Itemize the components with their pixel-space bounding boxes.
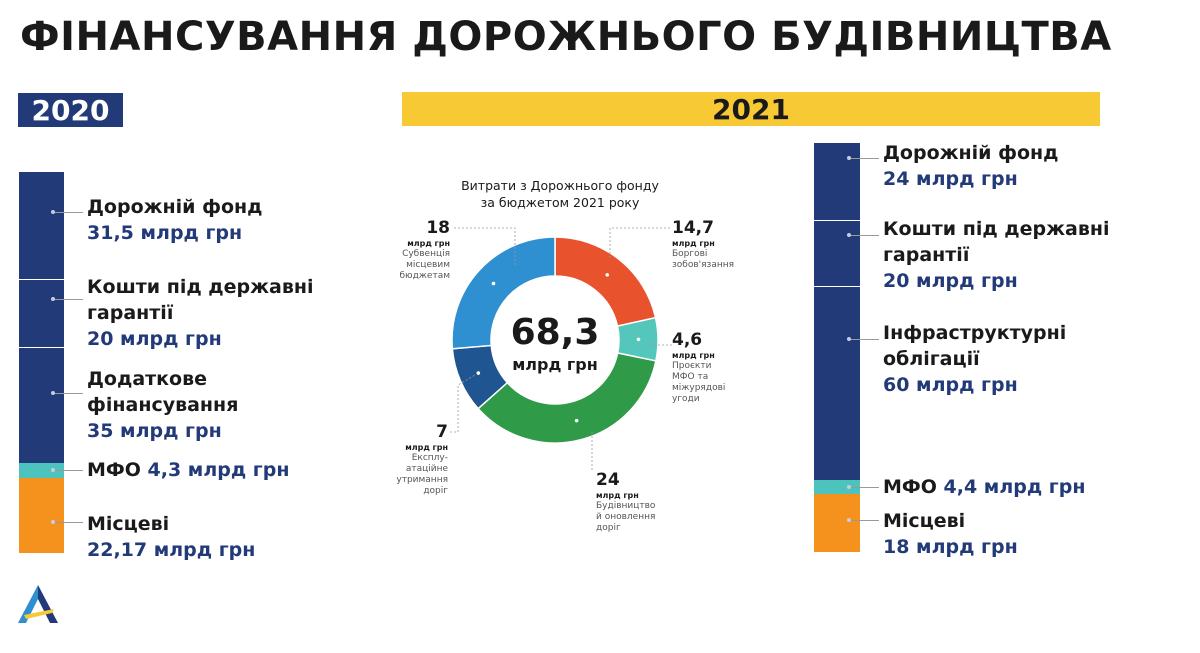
bar-2020-segment-road-fund xyxy=(19,172,64,279)
annotation-local-subvention: 18 млрд грн Субвенція місцевим бюджетам xyxy=(399,218,450,281)
donut-slice-marker xyxy=(476,371,481,375)
bar-2020-segment-state-guarantees xyxy=(19,279,64,347)
bar-2020-segment-local xyxy=(19,478,64,553)
donut-total-unit: млрд грн xyxy=(512,355,598,374)
annotation-ifi-projects: 4,6 млрд грн Проєкти МФО та міжурядові у… xyxy=(672,330,726,404)
annotation-construction: 24 млрд грн Будівництво й оновлення дорі… xyxy=(596,470,656,533)
label-2021-road-fund: Дорожній фонд 24 млрд грн xyxy=(883,142,1059,190)
label-2021-local: Місцеві 18 млрд грн xyxy=(883,510,1018,558)
annotation-leader-line xyxy=(609,227,670,260)
donut-slice-marker xyxy=(574,418,579,423)
label-2021-ifi: МФО 4,4 млрд грн xyxy=(883,476,1086,498)
bar-2021-segment-state-guarantees xyxy=(814,220,860,286)
bar-2021-segment-road-fund xyxy=(814,143,860,220)
label-2020-state-guarantees: Кошти під державні гарантії 20 млрд грн xyxy=(87,276,314,350)
donut-chart xyxy=(450,227,672,470)
label-2020-road-fund: Дорожній фонд 31,5 млрд грн xyxy=(87,196,263,244)
donut-slice-construction xyxy=(477,352,657,444)
bar-2021-segment-infra-bonds xyxy=(814,286,860,480)
donut-slice-marker xyxy=(491,281,496,286)
page-title: ФІНАНСУВАННЯ ДОРОЖНЬОГО БУДІВНИЦТВА xyxy=(20,14,1112,60)
year-2020-badge: 2020 xyxy=(18,93,123,127)
label-2020-ifi: МФО 4,3 млрд грн xyxy=(87,459,290,481)
label-2020-additional-funding: Додаткове фінансування 35 млрд грн xyxy=(87,368,239,442)
label-2021-infra-bonds: Інфраструктурні облігації 60 млрд грн xyxy=(883,322,1067,396)
bar-2020-segment-additional-funding xyxy=(19,347,64,463)
annotation-leader-line xyxy=(450,374,476,433)
bar-2021-segment-ifi xyxy=(814,480,860,494)
bar-2021-segment-local xyxy=(814,494,860,552)
donut-total-value: 68,3 xyxy=(510,312,600,353)
label-2021-state-guarantees: Кошти під державні гарантії 20 млрд грн xyxy=(883,218,1110,292)
year-2021-banner: 2021 xyxy=(402,92,1100,126)
annotation-maintenance: 7 млрд грн Експлу- атаційне утримання до… xyxy=(396,422,448,496)
donut-slice-local-subvention xyxy=(451,236,556,350)
donut-slice-marker xyxy=(636,337,641,342)
annotation-debt: 14,7 млрд грн Боргові зобов'язання xyxy=(672,218,735,270)
chart-title: Витрати з Дорожнього фонду за бюджетом 2… xyxy=(461,178,659,210)
triangle-logo-icon xyxy=(18,585,58,623)
label-2020-local: Місцеві 22,17 млрд грн xyxy=(87,513,256,561)
bar-2020-segment-ifi xyxy=(19,463,64,478)
donut-slice-marker xyxy=(605,273,610,277)
annotation-leader-line xyxy=(454,227,516,265)
